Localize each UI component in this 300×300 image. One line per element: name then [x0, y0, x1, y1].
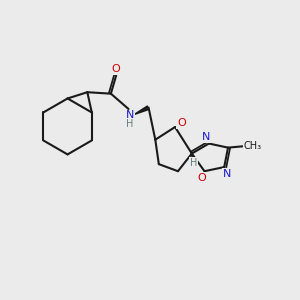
- Text: H: H: [126, 119, 134, 129]
- Text: O: O: [177, 118, 186, 128]
- Text: CH₃: CH₃: [243, 141, 262, 151]
- Text: O: O: [112, 64, 121, 74]
- Text: O: O: [197, 173, 206, 183]
- Text: H: H: [190, 158, 197, 168]
- Text: N: N: [223, 169, 231, 178]
- Text: N: N: [125, 110, 134, 121]
- Text: N: N: [202, 132, 210, 142]
- Polygon shape: [128, 105, 150, 117]
